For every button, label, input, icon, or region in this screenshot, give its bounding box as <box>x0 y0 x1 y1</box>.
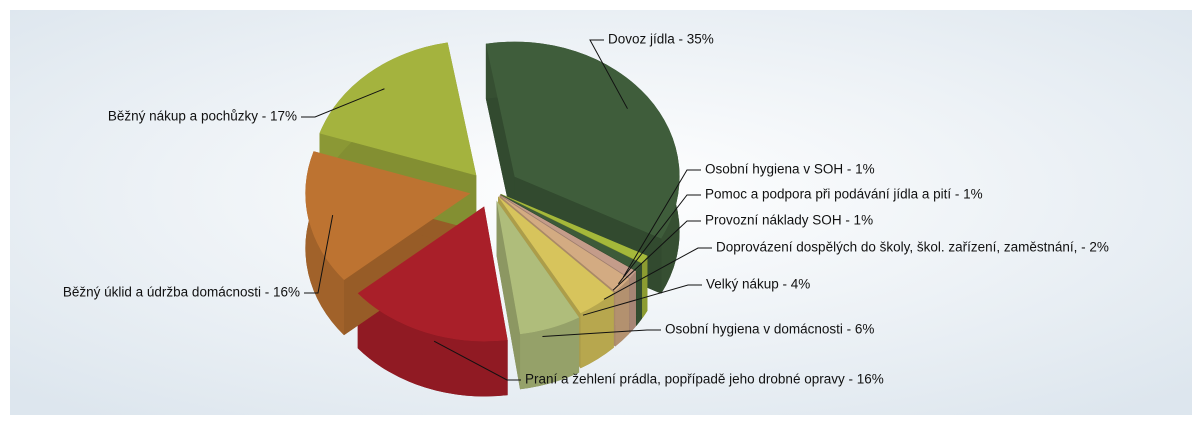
slice <box>500 193 648 264</box>
leader-line <box>612 220 701 291</box>
slice <box>357 206 508 342</box>
slice-label: Provozní náklady SOH - 1% <box>705 213 873 228</box>
slice <box>500 194 636 279</box>
leader-line <box>433 340 521 381</box>
leader-line <box>622 169 701 278</box>
slice-wall <box>357 293 508 397</box>
slice-wall <box>642 255 648 319</box>
slice-label: Běžný nákup a pochůzky - 17% <box>108 109 297 124</box>
leader-line <box>589 39 628 109</box>
slice-wall <box>636 263 642 326</box>
pie <box>305 41 680 397</box>
leader-line <box>618 194 701 285</box>
slice-label: Velký nákup - 4% <box>706 277 810 292</box>
slice <box>319 42 477 176</box>
slice <box>499 195 630 292</box>
slice-label: Praní a žehlení prádla, popřípadě jeho d… <box>525 372 884 387</box>
slice-label: Dovoz jídla - 35% <box>608 32 714 47</box>
slice-label: Doprovázení dospělých do školy, škol. za… <box>716 240 1109 255</box>
slice-label: Osobní hygiena v SOH - 1% <box>705 162 875 177</box>
slice-label: Pomoc a podpora při podávání jídla a pit… <box>705 187 983 202</box>
slice <box>305 151 471 281</box>
leader-line <box>304 214 334 294</box>
slice <box>500 194 642 271</box>
slice-side <box>496 200 521 390</box>
slice-wall <box>580 292 614 369</box>
slice-label: Běžný úklid a údržba domácnosti - 16% <box>63 285 300 300</box>
leader-line <box>301 88 385 118</box>
leader-line <box>582 284 702 316</box>
slice <box>496 200 580 335</box>
slice-wall <box>305 151 345 336</box>
slice <box>498 196 614 314</box>
leader-line <box>542 329 661 338</box>
labels: Dovoz jídla - 35% Osobní hygiena v SOH - … <box>63 32 1109 387</box>
slice <box>485 41 680 239</box>
slice-wall <box>615 278 630 347</box>
slice-wall <box>629 271 636 334</box>
leader-line <box>603 247 712 300</box>
slice-label: Osobní hygiena v domácnosti - 6% <box>665 322 874 337</box>
